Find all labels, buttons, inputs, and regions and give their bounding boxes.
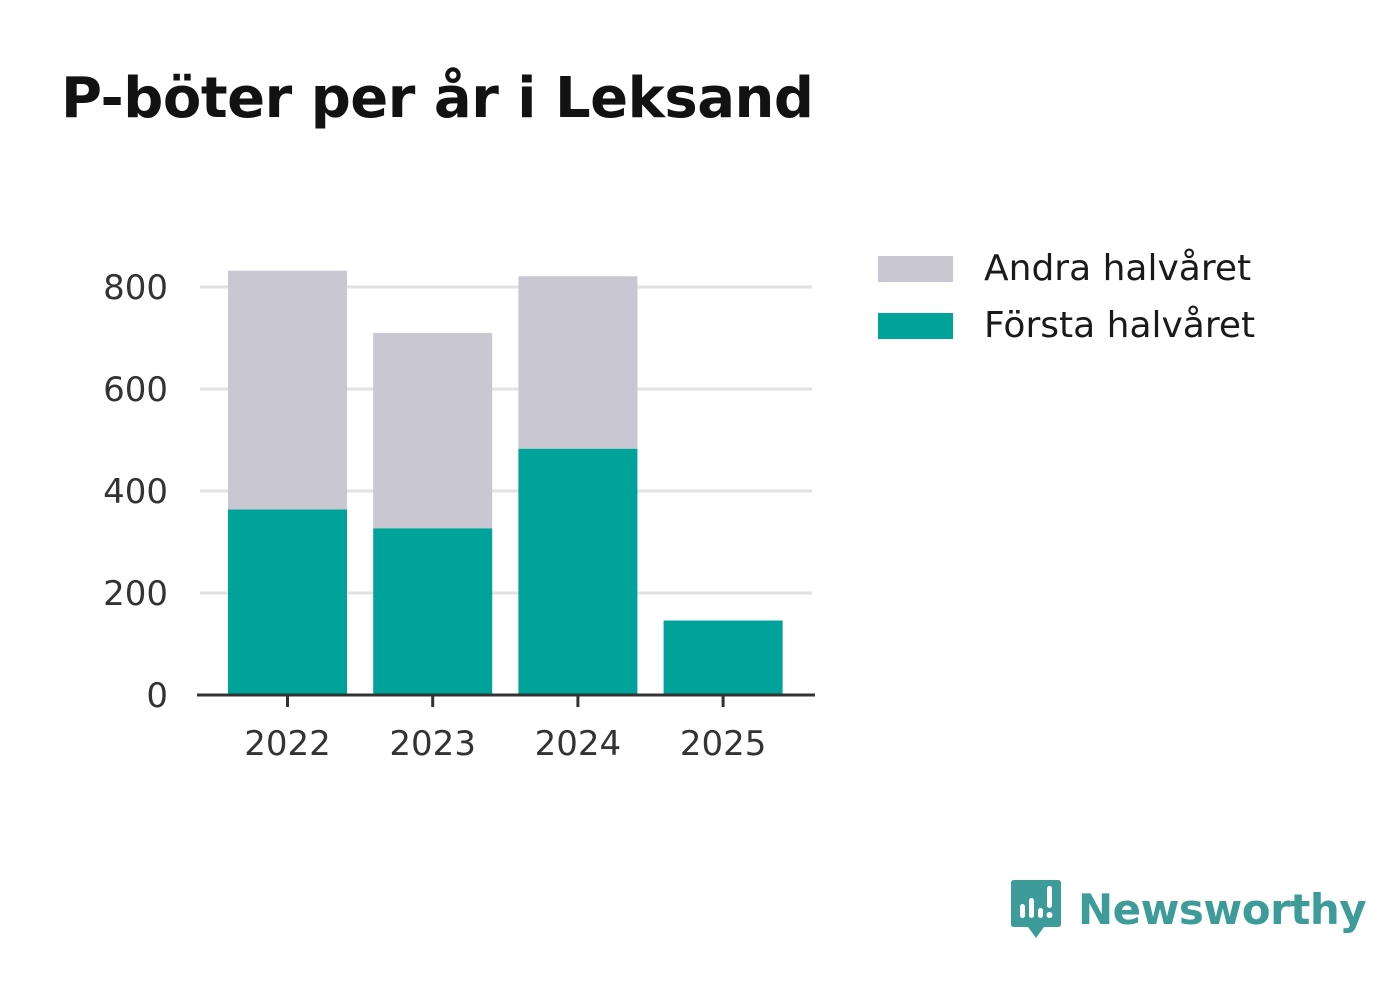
bar-first-half-2022	[228, 509, 347, 695]
y-tick-label: 0	[146, 676, 168, 716]
x-tick-label: 2025	[680, 724, 767, 764]
legend-swatch-second-half	[878, 255, 953, 282]
bar-first-half-2024	[518, 448, 638, 695]
x-tick-label: 2023	[389, 724, 476, 764]
brand-logo: Newsworthy	[1010, 878, 1367, 940]
brand-name: Newsworthy	[1078, 884, 1367, 934]
bar-second-half-2023	[373, 332, 493, 529]
legend-item-first-half: Första halvåret	[878, 297, 1255, 354]
y-tick-label: 400	[103, 472, 168, 512]
bar-first-half-2023	[373, 528, 493, 695]
x-tick-label: 2024	[535, 724, 622, 764]
newsworthy-logo-icon	[1011, 880, 1061, 938]
chart-title: P-böter per år i Leksand	[61, 66, 814, 131]
legend-item-second-half: Andra halvåret	[878, 240, 1255, 297]
bar-second-half-2022	[228, 270, 347, 510]
bar-second-half-2024	[518, 276, 638, 449]
bars	[228, 270, 783, 695]
legend-label-first-half: Första halvåret	[984, 305, 1256, 346]
y-tick-label: 200	[103, 574, 168, 614]
y-tick-label: 800	[103, 268, 168, 308]
legend-label-second-half: Andra halvåret	[984, 248, 1252, 289]
y-tick-label: 600	[103, 370, 168, 410]
bar-first-half-2025	[663, 620, 783, 695]
legend-swatch-first-half	[878, 312, 953, 339]
bar-chart: 0 200 400 600 800 2022 2023 2024 2025	[103, 268, 815, 764]
legend: Andra halvåret Första halvåret	[878, 240, 1255, 354]
axes: 0 200 400 600 800 2022 2023 2024 2025	[103, 268, 815, 764]
x-tick-label: 2022	[244, 724, 331, 764]
